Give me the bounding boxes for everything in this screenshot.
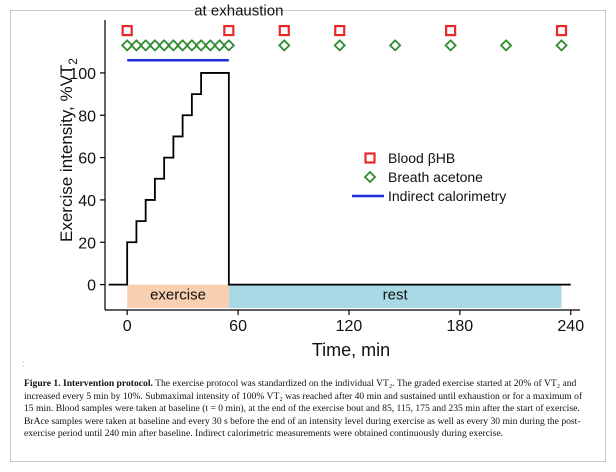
breath-acetone-point [167, 39, 180, 52]
blood-bhb-point [223, 24, 235, 37]
breath-acetone-point [176, 39, 189, 52]
breath-acetone-point [333, 39, 347, 52]
legend: Blood βHB Breath acetone Indirect calorime… [352, 142, 534, 226]
y-axis-label: Exercise intensity, %VT2 [57, 58, 80, 242]
y-tick-label: 100 [69, 66, 96, 83]
legend-box [356, 142, 534, 226]
blood-bhb-point [278, 24, 290, 37]
y-tick-label: 60 [78, 151, 96, 168]
breath-acetone-point [213, 39, 226, 52]
breath-acetone-point [388, 39, 402, 52]
intervention-protocol-chart: exercise rest 0 60 120 180 240 0 20 40 60 80 100 Ti… [57, 3, 584, 360]
breath-acetone-point [139, 39, 152, 52]
legend-label: Indirect calorimetry [388, 188, 506, 204]
x-tick-label: 180 [447, 318, 474, 335]
breath-acetone-point [120, 39, 134, 52]
phase-band-rest [228, 284, 562, 308]
x-tick-label: 120 [336, 318, 363, 335]
breath-acetone-point [157, 39, 171, 52]
axes: 0 60 120 180 240 0 20 40 60 80 100 [69, 20, 584, 335]
y-tick-label: 0 [87, 278, 96, 295]
y-axis-label-text: Exercise intensity, %VT [57, 65, 76, 242]
blood-bhb-point [334, 24, 346, 37]
annotation-text: at exhaustion [194, 3, 283, 20]
phase-label: rest [383, 287, 409, 304]
legend-marker [363, 170, 377, 184]
y-axis-label-subscript: 2 [66, 58, 80, 65]
phase-band-exercise [127, 284, 229, 308]
caption-text: The exercise protocol was standardized o… [24, 378, 583, 440]
x-axis-label: Time, min [312, 340, 390, 360]
breath-acetone-point [194, 39, 208, 52]
figure-caption: Figure 1. Intervention protocol. The exe… [24, 378, 594, 441]
breath-acetone-point [148, 39, 162, 52]
intensity-profile [108, 72, 571, 286]
axis-labels: Time, min Exercise intensity, %VT2 [57, 58, 390, 360]
blood-bhb-point [121, 24, 133, 37]
breath-acetone-point [185, 39, 199, 52]
breath-acetone-point [444, 39, 457, 52]
phase-bands: exercise rest [127, 284, 562, 308]
blood-bhb-series [121, 24, 568, 37]
breath-acetone-point [555, 39, 568, 52]
legend-marker [364, 152, 376, 164]
breath-acetone-point [204, 39, 217, 52]
x-tick-label: 0 [123, 318, 132, 335]
corner-mark: : [22, 359, 25, 368]
legend-label: Blood βHB [388, 150, 455, 166]
y-tick-label: 40 [78, 193, 96, 210]
x-tick-label: 60 [229, 318, 247, 335]
blood-bhb-point [555, 24, 568, 37]
phase-label: exercise [150, 287, 206, 304]
figure-frame [10, 10, 606, 462]
breath-acetone-point [278, 39, 291, 52]
breath-acetone-series [120, 39, 568, 52]
annotations: at exhaustion [194, 3, 283, 20]
breath-acetone-point [499, 39, 513, 52]
caption-label: Figure 1. Intervention protocol. [24, 378, 153, 389]
y-tick-label: 20 [78, 235, 96, 252]
intensity-line [108, 72, 571, 286]
breath-acetone-point [222, 39, 236, 52]
y-tick-label: 80 [78, 108, 96, 125]
x-tick-label: 240 [557, 318, 584, 335]
legend-label: Breath acetone [388, 169, 483, 185]
blood-bhb-point [445, 24, 457, 37]
breath-acetone-point [130, 39, 143, 52]
